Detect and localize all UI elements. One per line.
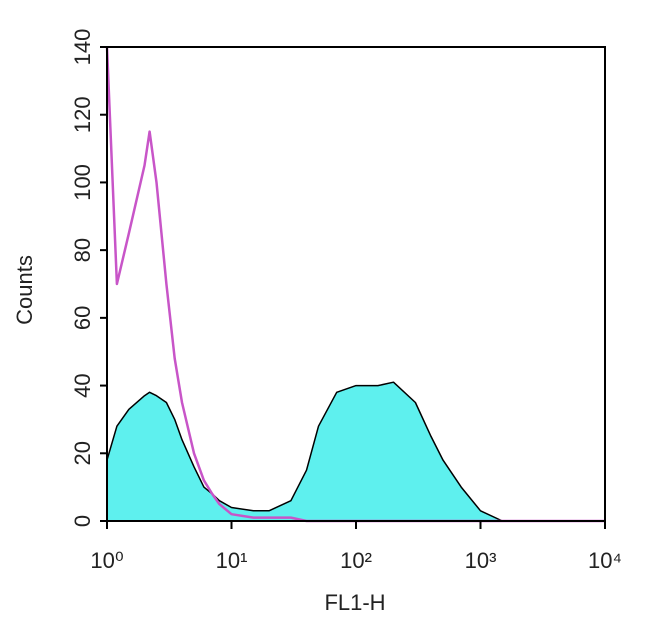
- y-tick-label: 100: [70, 164, 95, 201]
- x-tick-label: 10²: [340, 548, 372, 573]
- y-tick-label: 20: [70, 441, 95, 465]
- x-tick-label: 10³: [465, 548, 497, 573]
- x-tick-label: 10⁴: [588, 548, 622, 573]
- histogram-area: [107, 382, 605, 521]
- x-axis-label: FL1-H: [324, 590, 385, 615]
- y-axis-label: Counts: [12, 255, 37, 325]
- y-tick-label: 0: [70, 515, 95, 527]
- y-tick-label: 80: [70, 238, 95, 262]
- y-tick-label: 60: [70, 306, 95, 330]
- y-tick-label: 40: [70, 373, 95, 397]
- x-tick-label: 10⁰: [90, 548, 123, 573]
- histogram-line: [106, 381, 605, 522]
- y-tick-label: 120: [70, 96, 95, 133]
- y-tick-label: 140: [70, 29, 95, 66]
- x-tick-label: 10¹: [216, 548, 248, 573]
